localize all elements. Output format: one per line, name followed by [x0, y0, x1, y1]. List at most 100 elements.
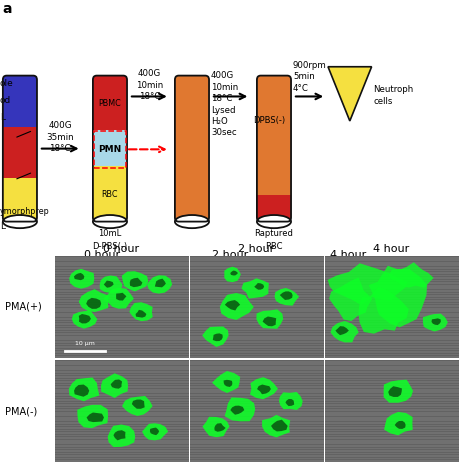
Polygon shape: [241, 278, 269, 299]
Text: Raptured: Raptured: [255, 229, 293, 238]
Text: RBC: RBC: [265, 242, 283, 251]
Ellipse shape: [257, 215, 291, 228]
Polygon shape: [330, 321, 359, 342]
Text: PMN: PMN: [98, 145, 122, 154]
Text: 35min: 35min: [46, 133, 74, 142]
Polygon shape: [108, 425, 135, 447]
Text: PBMC: PBMC: [99, 99, 121, 108]
Text: 10min: 10min: [211, 82, 238, 91]
Polygon shape: [150, 428, 159, 435]
Bar: [3, 76, 37, 127]
Polygon shape: [101, 374, 128, 398]
Polygon shape: [389, 262, 434, 288]
Text: 18°C: 18°C: [49, 144, 71, 153]
Text: 18°C: 18°C: [138, 92, 160, 101]
Polygon shape: [263, 317, 276, 326]
Polygon shape: [254, 283, 264, 290]
Polygon shape: [142, 423, 168, 440]
Ellipse shape: [175, 215, 209, 228]
Polygon shape: [122, 271, 148, 292]
Text: DPBS(-): DPBS(-): [254, 117, 286, 126]
Polygon shape: [230, 271, 238, 275]
Ellipse shape: [3, 215, 37, 228]
Polygon shape: [274, 288, 299, 306]
Polygon shape: [113, 430, 126, 440]
Polygon shape: [230, 406, 245, 415]
Bar: [93, 129, 127, 166]
Text: D-PBS(-): D-PBS(-): [92, 242, 128, 251]
Polygon shape: [336, 326, 349, 335]
Polygon shape: [130, 278, 142, 287]
Polygon shape: [271, 419, 288, 431]
Polygon shape: [285, 399, 294, 406]
Polygon shape: [328, 67, 372, 121]
Polygon shape: [74, 384, 89, 397]
Bar: [257, 76, 291, 195]
Text: PMA(+): PMA(+): [5, 302, 42, 312]
Bar: [93, 76, 127, 129]
Polygon shape: [257, 384, 271, 394]
Text: 400G: 400G: [48, 121, 72, 130]
Text: 4 hour: 4 hour: [330, 250, 366, 260]
Polygon shape: [329, 277, 372, 321]
Text: Lysed: Lysed: [211, 106, 236, 115]
Polygon shape: [74, 273, 84, 280]
Text: cells: cells: [374, 97, 393, 106]
Polygon shape: [79, 314, 91, 323]
Bar: [93, 166, 127, 222]
Polygon shape: [213, 333, 223, 341]
Polygon shape: [77, 405, 108, 428]
Polygon shape: [395, 421, 406, 429]
Polygon shape: [225, 397, 255, 421]
Polygon shape: [388, 386, 402, 397]
Polygon shape: [155, 279, 166, 287]
Text: 400G: 400G: [211, 71, 234, 80]
Polygon shape: [147, 275, 172, 293]
Text: 0 hour: 0 hour: [103, 244, 139, 254]
Bar: [175, 75, 209, 222]
Polygon shape: [116, 293, 127, 301]
Polygon shape: [69, 269, 94, 289]
Text: 30sec: 30sec: [211, 128, 237, 137]
Text: RBC: RBC: [102, 190, 118, 199]
Text: 18°C: 18°C: [211, 94, 232, 103]
Polygon shape: [220, 293, 254, 320]
Text: ole: ole: [0, 79, 14, 88]
Polygon shape: [202, 417, 229, 437]
Polygon shape: [69, 377, 100, 401]
Polygon shape: [122, 396, 153, 416]
Polygon shape: [132, 400, 145, 409]
Text: 5min: 5min: [293, 72, 315, 81]
Polygon shape: [86, 298, 101, 309]
Ellipse shape: [93, 215, 127, 228]
Bar: [3, 127, 37, 178]
Bar: [3, 178, 37, 222]
Text: Neutroph: Neutroph: [374, 85, 414, 94]
Text: 4°C: 4°C: [293, 83, 309, 92]
Polygon shape: [103, 288, 134, 309]
Polygon shape: [280, 292, 292, 300]
Text: PMA(-): PMA(-): [5, 406, 37, 416]
Polygon shape: [202, 327, 228, 347]
Polygon shape: [110, 380, 122, 389]
Bar: [94, 131, 126, 168]
Polygon shape: [256, 310, 283, 329]
Polygon shape: [431, 319, 441, 325]
Text: 10mL: 10mL: [98, 229, 122, 238]
Polygon shape: [87, 412, 104, 422]
Text: 2 hour: 2 hour: [238, 244, 274, 254]
Polygon shape: [224, 380, 232, 387]
Text: L: L: [0, 222, 5, 231]
Text: od: od: [0, 96, 11, 105]
Polygon shape: [423, 314, 448, 331]
Text: L: L: [0, 113, 5, 122]
Polygon shape: [129, 302, 153, 321]
Polygon shape: [384, 412, 413, 435]
Text: a: a: [2, 2, 12, 17]
Polygon shape: [383, 380, 413, 403]
Bar: [257, 195, 291, 222]
Polygon shape: [225, 300, 240, 310]
Text: 10min: 10min: [136, 81, 163, 90]
Polygon shape: [212, 371, 240, 393]
Polygon shape: [279, 392, 303, 410]
